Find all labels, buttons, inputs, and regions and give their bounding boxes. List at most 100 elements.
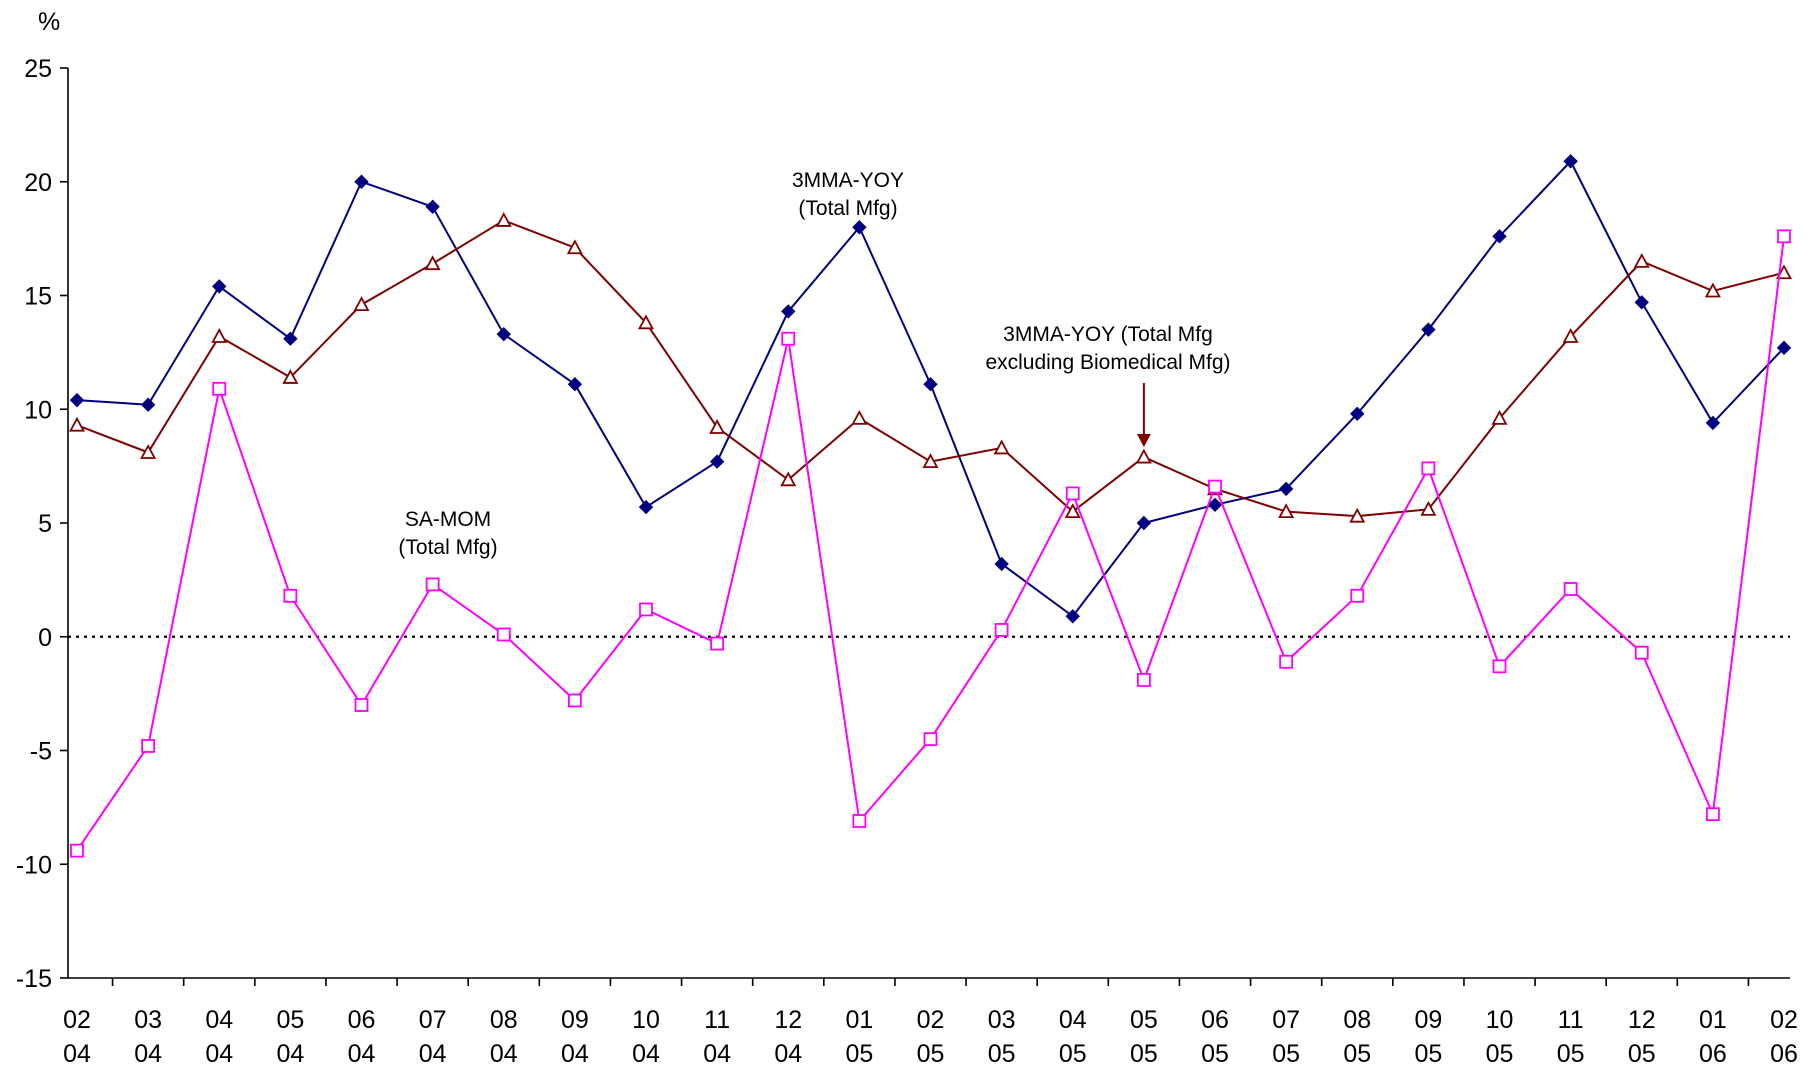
x-tick-label-year: 05	[988, 1040, 1016, 1067]
x-tick-label-month: 09	[561, 1006, 589, 1034]
data-point	[1349, 507, 1366, 523]
data-point	[68, 416, 86, 432]
data-point	[567, 693, 582, 708]
x-tick-label-year: 04	[632, 1040, 660, 1067]
x-tick-label-year: 04	[348, 1040, 376, 1067]
x-tick-label-month: 08	[1343, 1006, 1371, 1034]
y-tick-label: 10	[24, 396, 52, 424]
data-point	[994, 623, 1009, 637]
annotation-arrow-head	[1136, 434, 1151, 448]
data-point	[922, 453, 939, 469]
x-tick-label-month: 03	[988, 1006, 1016, 1034]
data-point	[566, 239, 583, 255]
x-tick-label-month: 02	[1770, 1006, 1798, 1034]
series-line	[76, 219, 1785, 518]
data-point	[709, 419, 726, 434]
data-point	[1208, 479, 1222, 494]
x-tick-label-year: 05	[1130, 1040, 1158, 1067]
data-point	[781, 304, 796, 319]
data-point	[852, 814, 867, 828]
y-tick-labels: -15 -10 -5 0 5 10 15 20 25	[16, 55, 68, 993]
x-tick-label-month: 09	[1414, 1006, 1442, 1034]
data-point	[495, 212, 512, 227]
x-tick-label-year: 05	[845, 1040, 873, 1067]
x-tick-label-month: 02	[63, 1006, 91, 1034]
data-point	[994, 556, 1009, 572]
x-tick-label-year: 06	[1770, 1040, 1798, 1067]
data-point	[354, 174, 369, 189]
x-tick-label-year: 05	[1059, 1040, 1087, 1067]
x-tick-label-year: 04	[774, 1040, 802, 1067]
data-point	[1421, 461, 1436, 476]
x-tick-label-month: 12	[774, 1006, 802, 1034]
data-point	[353, 296, 370, 312]
x-tick-label-month: 01	[845, 1006, 873, 1034]
x-tick-label-year: 04	[703, 1040, 731, 1067]
annotation-label: (Total Mfg)	[798, 197, 897, 220]
y-tick-label: -5	[30, 738, 52, 766]
data-point	[710, 636, 725, 651]
data-point	[1420, 500, 1437, 516]
data-point	[1775, 264, 1793, 280]
x-tick-label-month: 03	[134, 1006, 162, 1034]
x-tick-label-year: 05	[1272, 1040, 1300, 1067]
data-point	[1776, 340, 1792, 356]
annotation-1: 3MMA-YOY (Total Mfg excluding Biomedical …	[985, 323, 1231, 448]
data-point	[1705, 415, 1721, 431]
data-point	[1207, 497, 1223, 513]
data-point	[852, 220, 867, 235]
data-point	[1421, 322, 1436, 337]
data-point	[1278, 481, 1294, 497]
series-layer	[68, 154, 1793, 858]
x-tick-label-year: 05	[1486, 1040, 1514, 1067]
data-point	[851, 409, 868, 425]
data-point	[1279, 654, 1294, 669]
x-tick-label-year: 05	[1343, 1040, 1371, 1067]
x-tick-label-year: 05	[1414, 1040, 1442, 1067]
x-tick-label-month: 05	[1130, 1006, 1158, 1034]
x-tick-label-month: 06	[348, 1006, 376, 1034]
x-tick-label-month: 10	[632, 1006, 660, 1034]
data-point	[354, 698, 369, 712]
data-point	[212, 381, 227, 396]
data-point	[567, 377, 583, 392]
data-point	[1350, 406, 1365, 422]
data-point	[1136, 673, 1151, 687]
data-point	[1065, 486, 1080, 501]
data-point	[923, 377, 938, 392]
annotation-label: (Total Mfg)	[398, 536, 497, 559]
x-tick-label-month: 04	[1059, 1006, 1087, 1034]
series-0	[69, 154, 1792, 624]
y-tick-label: 5	[38, 510, 52, 538]
data-point	[425, 577, 440, 592]
data-point	[1777, 229, 1791, 244]
data-point	[211, 328, 228, 343]
x-tick-label-year: 05	[1557, 1040, 1585, 1067]
x-tick-label-year: 05	[1628, 1040, 1656, 1067]
data-point	[283, 588, 298, 603]
data-point	[70, 843, 84, 858]
data-point	[496, 627, 511, 642]
x-tick-label-year: 04	[561, 1040, 589, 1067]
annotation-label: 3MMA-YOY	[792, 169, 904, 192]
data-point	[1278, 503, 1295, 519]
data-point	[1065, 609, 1080, 624]
data-point	[212, 279, 227, 294]
x-tick-label-year: 05	[917, 1040, 945, 1067]
annotation-layer: 3MMA-YOY (Total Mfg) 3MMA-YOY (Total Mfg ex…	[398, 169, 1230, 559]
data-point	[1492, 229, 1507, 244]
y-tick-label: 25	[24, 55, 52, 83]
x-tick-label-year: 04	[419, 1040, 447, 1067]
data-point	[140, 397, 156, 412]
data-point	[638, 499, 654, 515]
annotation-0: 3MMA-YOY (Total Mfg)	[792, 169, 904, 220]
data-point	[993, 439, 1010, 455]
data-point	[140, 444, 157, 459]
annotation-label: 3MMA-YOY (Total Mfg	[1003, 323, 1213, 346]
x-tick-label-month: 06	[1201, 1006, 1229, 1034]
data-point	[1563, 154, 1578, 169]
x-tick-label-month: 11	[1558, 1006, 1584, 1034]
y-tick-label: -10	[16, 851, 52, 879]
series-2	[70, 229, 1791, 858]
